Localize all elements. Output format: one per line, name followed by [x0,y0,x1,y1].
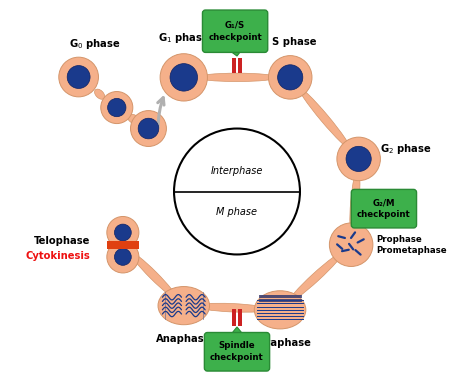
FancyBboxPatch shape [351,190,417,228]
Ellipse shape [255,291,306,329]
Polygon shape [354,201,378,214]
Polygon shape [228,49,242,56]
Bar [238,309,242,326]
Polygon shape [230,327,244,336]
Ellipse shape [158,286,210,325]
Circle shape [174,129,300,254]
Text: M phase: M phase [217,208,257,218]
Circle shape [107,216,139,249]
Ellipse shape [197,73,277,82]
Ellipse shape [130,111,166,146]
Bar [365,204,378,207]
Text: Prophase
Prometaphase: Prophase Prometaphase [376,235,447,255]
Ellipse shape [128,114,139,124]
Circle shape [67,65,90,88]
Text: G$_0$ phase: G$_0$ phase [69,37,121,51]
Ellipse shape [299,87,350,149]
Bar [232,58,236,73]
Text: G$_2$ phase: G$_2$ phase [380,142,431,156]
Ellipse shape [350,170,360,234]
Circle shape [138,118,159,139]
Ellipse shape [289,253,342,302]
Bar [238,58,242,73]
Bar [232,309,236,326]
Circle shape [329,223,373,267]
Ellipse shape [268,56,312,99]
Bar [365,198,378,202]
Text: Spindle
checkpoint: Spindle checkpoint [210,341,264,362]
Text: Metaphase: Metaphase [249,339,311,349]
Ellipse shape [94,89,105,99]
Text: G$_1$ phase: G$_1$ phase [158,31,210,45]
Circle shape [278,65,303,90]
Text: Cytokinesis: Cytokinesis [26,251,91,261]
Ellipse shape [59,57,99,97]
Bar [365,195,378,198]
Bar [107,241,139,249]
Ellipse shape [337,137,381,181]
Text: G₁/S
checkpoint: G₁/S checkpoint [208,21,262,42]
Text: Telophase: Telophase [34,236,91,246]
Circle shape [115,249,131,265]
Text: Interphase: Interphase [211,165,263,175]
Circle shape [346,146,371,172]
Circle shape [115,224,131,241]
Text: G₂/M
checkpoint: G₂/M checkpoint [357,198,411,219]
Circle shape [170,64,198,91]
Ellipse shape [196,303,268,312]
Ellipse shape [130,252,176,298]
Text: S phase: S phase [272,37,316,47]
Ellipse shape [101,92,133,124]
FancyBboxPatch shape [204,332,270,371]
Circle shape [108,98,126,117]
Ellipse shape [160,54,208,101]
FancyBboxPatch shape [202,10,268,52]
Circle shape [107,241,139,273]
Text: Anaphase: Anaphase [156,334,211,344]
